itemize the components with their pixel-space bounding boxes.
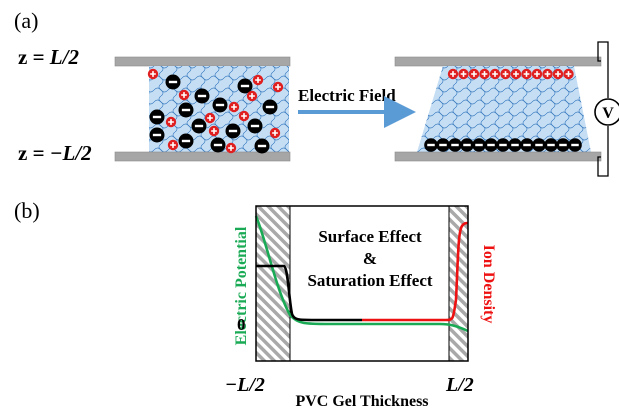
z-bottom-value: −L/2: [50, 141, 92, 165]
electric-potential-curve: [254, 215, 469, 333]
x-max-label: L/2: [445, 374, 474, 396]
electric-potential-axis-label: Electric Potential: [233, 226, 250, 345]
annotation-line-2: &: [363, 249, 377, 268]
right-bottom-plate: [394, 151, 602, 162]
anion-minus-mark: [240, 84, 250, 88]
cation-plus-mark: [170, 142, 176, 148]
anion-minus-mark: [463, 143, 471, 147]
anion-minus-mark: [451, 143, 459, 147]
left-top-plate: [114, 56, 291, 67]
circuit-wire: [597, 41, 609, 177]
anion-minus-mark: [152, 115, 162, 119]
anion-minus-mark: [181, 139, 191, 143]
cation-plus-mark: [255, 77, 261, 83]
left-ions: [147, 68, 284, 154]
cation-plus-mark: [450, 71, 456, 77]
anion-minus-mark: [475, 143, 483, 147]
anion-minus-mark: [257, 144, 267, 148]
anion-minus-mark: [152, 133, 162, 137]
cation-plus-mark: [241, 113, 247, 119]
anion-minus-mark: [487, 143, 495, 147]
panel-b-label: (b): [14, 198, 40, 223]
cation-plus-mark: [481, 71, 488, 77]
anion-minus-mark: [547, 143, 555, 147]
anion-minus-mark: [559, 143, 567, 147]
left-bottom-plate: [114, 151, 291, 162]
cation-plus-mark: [544, 71, 551, 77]
cation-plus-mark: [228, 145, 234, 151]
z-top-prefix: z =: [18, 45, 50, 69]
cation-plus-mark: [523, 71, 530, 77]
anion-minus-mark: [523, 143, 531, 147]
z-bottom-prefix: z =: [18, 141, 50, 165]
anion-minus-mark: [265, 105, 275, 109]
anion-minus-mark: [228, 129, 238, 133]
cation-plus-mark: [150, 71, 156, 77]
ion-density-curve-black: [256, 264, 362, 322]
cation-plus-mark: [502, 71, 509, 77]
anion-minus-mark: [215, 103, 225, 107]
cation-plus-mark: [492, 71, 498, 77]
annotation-line-1: Surface Effect: [318, 227, 422, 246]
anion-minus-mark: [427, 143, 435, 147]
plot-frame: [255, 205, 469, 362]
voltmeter-label: V: [602, 105, 614, 122]
ion-density-axis-label: Ion Density: [480, 245, 497, 324]
anion-minus-mark: [181, 108, 191, 112]
right-gel: [417, 66, 591, 152]
voltmeter-icon: [594, 98, 619, 126]
cation-plus-mark: [534, 71, 540, 77]
zero-tick-label: 0: [237, 315, 246, 334]
anion-minus-mark: [511, 143, 519, 147]
anion-minus-mark: [535, 143, 543, 147]
cation-plus-mark: [207, 115, 213, 121]
cation-plus-mark: [513, 71, 519, 77]
x-axis-label: PVC Gel Thickness: [295, 393, 428, 409]
cation-plus-mark: [460, 71, 467, 77]
right-ions: [424, 68, 582, 152]
anion-minus-mark: [499, 143, 507, 147]
anion-minus-mark: [213, 143, 223, 147]
cation-plus-mark: [168, 119, 174, 125]
cation-plus-mark: [231, 104, 237, 110]
panel-a-label: (a): [14, 8, 38, 33]
anion-minus-mark: [439, 143, 447, 147]
z-top-label: z = L/2: [18, 45, 79, 69]
electric-field-label: Electric Field: [298, 86, 396, 105]
x-min-label: −L/2: [225, 374, 265, 396]
z-top-value: L/2: [49, 45, 80, 69]
anion-minus-mark: [571, 143, 579, 147]
cation-plus-mark: [249, 93, 255, 99]
cation-plus-mark: [565, 71, 572, 77]
cation-plus-mark: [181, 92, 187, 98]
anion-minus-mark: [194, 124, 204, 128]
annotation-line-3: Saturation Effect: [307, 271, 432, 290]
cation-plus-mark: [555, 71, 561, 77]
ion-density-curve-red: [362, 221, 469, 322]
right-surface-hatch: [449, 206, 468, 361]
cation-plus-mark: [211, 128, 217, 134]
cation-plus-mark: [471, 71, 477, 77]
anion-minus-mark: [250, 124, 260, 128]
z-bottom-label: z = −L/2: [18, 141, 92, 165]
anion-minus-mark: [168, 80, 178, 84]
cation-plus-mark: [272, 130, 278, 136]
right-top-plate: [394, 56, 602, 67]
cation-plus-mark: [275, 84, 281, 90]
anion-minus-mark: [197, 94, 207, 98]
